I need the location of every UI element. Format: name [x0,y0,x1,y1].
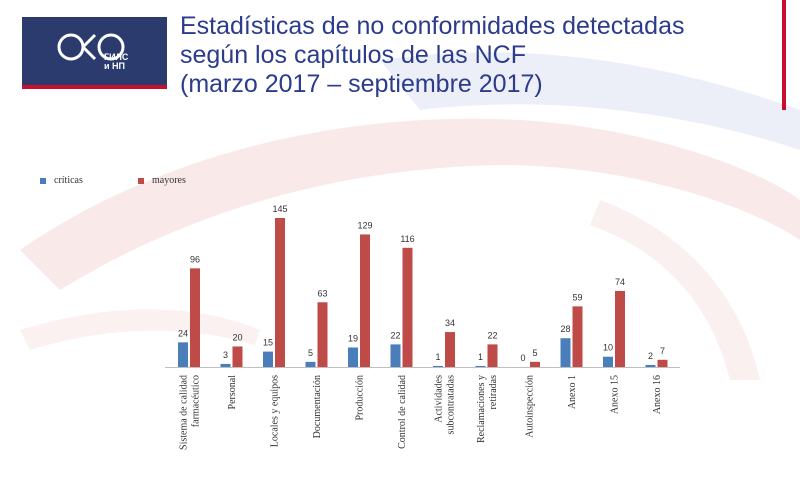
data-label-criticas-7: 1 [478,352,483,362]
logo-mark-icon [57,33,125,61]
category-label-1-line-0: Personal [227,375,238,410]
category-label-1: Personal [227,375,238,410]
category-label-4-line-0: Producción [355,375,366,421]
bar-criticas-0 [178,342,188,367]
logo: ГИЛС и НП [22,17,167,85]
bar-mayores-2 [275,218,285,367]
bar-criticas-1 [220,363,231,367]
bar-mayores-4 [360,234,370,367]
logo-text-line1: ГИЛС [104,52,129,62]
category-label-9: Anexo 1 [567,375,578,409]
data-label-criticas-4: 19 [348,333,358,343]
legend-label-mayores: mayores [152,175,186,186]
bar-criticas-7 [475,365,486,367]
bar-criticas-9 [560,338,571,367]
slide-title: Estadísticas de no conformidades detecta… [180,12,770,99]
bar-mayores-1 [232,346,243,367]
data-label-mayores-9: 59 [572,292,582,302]
legend-swatch-criticas [40,177,46,184]
bar-criticas-10 [603,356,613,367]
logo-underline [22,85,167,89]
bar-criticas-6 [433,365,443,367]
category-label-4: Producción [355,375,366,421]
bar-criticas-5 [390,344,401,367]
category-label-5-line-0: Control de calidad [397,375,408,449]
bar-criticas-3 [305,361,316,367]
category-label-6-line-1: subcontratadas [446,375,457,435]
bar-mayores-10 [615,290,625,367]
legend-label-criticas: críticas [54,175,83,186]
data-label-mayores-11: 7 [660,346,665,356]
category-label-3: Documentación [312,375,323,438]
category-label-2-line-0: Locales y equipos [270,375,281,447]
bar-mayores-11 [657,359,668,367]
data-label-mayores-8: 5 [532,348,537,358]
data-label-mayores-10: 74 [615,277,625,287]
data-label-mayores-5: 116 [400,234,414,244]
category-label-9-line-0: Anexo 1 [567,375,578,409]
bar-criticas-2 [263,351,273,367]
logo-text: ГИЛС и НП [104,53,128,71]
data-label-criticas-10: 10 [603,343,613,353]
bar-criticas-4 [348,347,358,367]
title-line-3: (marzo 2017 – septiembre 2017) [180,70,543,98]
legend-swatch-mayores [138,177,144,184]
data-label-criticas-8: 0 [520,353,525,363]
category-label-8: Autoinspección [525,375,536,438]
bar-mayores-3 [317,302,328,367]
category-label-11: Anexo 16 [652,375,663,414]
bar-criticas-11 [645,364,656,367]
bar-mayores-6 [445,332,455,367]
data-label-mayores-3: 63 [317,288,327,298]
data-label-mayores-1: 20 [232,332,242,342]
title-line-2: según los capítulos de las NCF [180,41,527,69]
legend-item-mayores: mayores [138,175,186,186]
category-label-7: Reclamaciones yretiradas [476,375,499,443]
bar-mayores-9 [572,306,583,367]
data-label-criticas-0: 24 [178,328,188,338]
data-label-criticas-3: 5 [308,348,313,358]
category-label-2: Locales y equipos [270,375,281,447]
category-label-6-line-0: Actividades [434,375,445,423]
data-label-mayores-4: 129 [357,220,372,230]
category-label-10-line-0: Anexo 15 [610,375,621,414]
logo-text-line2: и НП [104,61,126,71]
title-line-1: Estadísticas de no conformidades detecta… [180,12,685,40]
data-label-criticas-2: 15 [263,338,273,348]
bar-mayores-0 [190,268,200,367]
data-label-criticas-5: 22 [390,330,400,340]
bar-mayores-8 [530,361,540,367]
data-label-mayores-2: 145 [272,204,287,214]
category-label-7-line-1: retiradas [488,375,499,410]
data-label-criticas-11: 2 [648,351,653,361]
data-label-criticas-1: 3 [223,350,228,360]
category-label-0-line-1: farmacéutico [191,375,202,427]
edge-accent [782,0,786,110]
category-label-5: Control de calidad [397,375,408,449]
bar-mayores-7 [487,344,498,367]
category-label-6: Actividadessubcontratadas [434,375,457,435]
category-label-3-line-0: Documentación [312,375,323,438]
legend-item-criticas: críticas [40,175,83,186]
category-label-11-line-0: Anexo 16 [652,375,663,414]
data-label-criticas-6: 1 [435,352,440,362]
bar-mayores-5 [402,247,413,367]
category-label-7-line-0: Reclamaciones y [476,375,487,443]
category-label-0-line-0: Sistema de calidad [179,375,190,450]
category-label-8-line-0: Autoinspección [525,375,536,438]
data-label-mayores-6: 34 [445,318,455,328]
data-label-criticas-9: 28 [560,324,570,334]
data-label-mayores-7: 22 [487,330,497,340]
category-label-0: Sistema de calidadfarmacéutico [179,375,202,450]
category-label-10: Anexo 15 [610,375,621,414]
data-label-mayores-0: 96 [190,254,200,264]
